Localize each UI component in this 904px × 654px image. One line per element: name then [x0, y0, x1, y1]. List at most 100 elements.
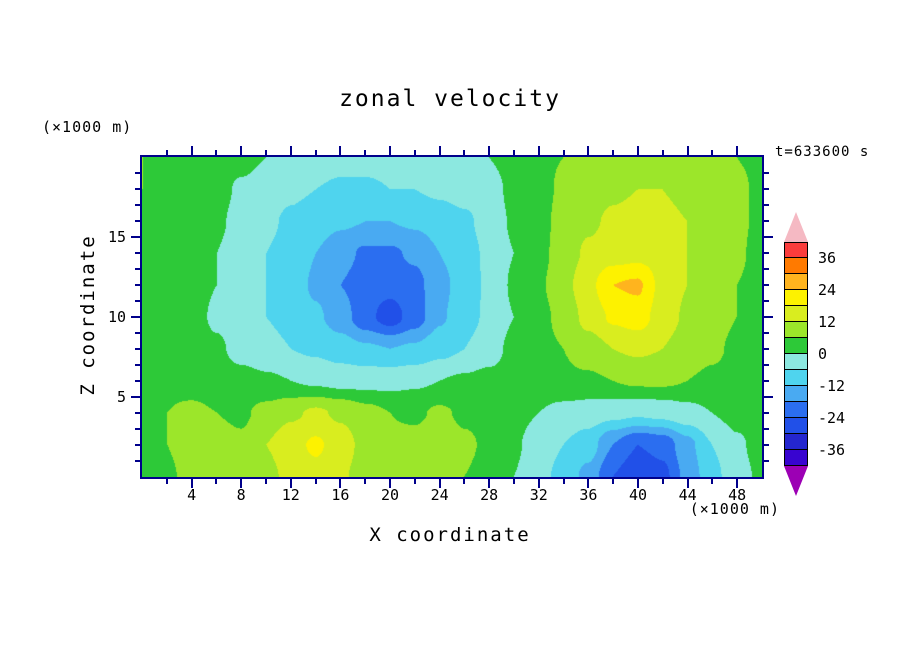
z-minor-tick [764, 172, 769, 174]
z-minor-tick [764, 428, 769, 430]
z-minor-tick [135, 284, 140, 286]
z-minor-tick [135, 172, 140, 174]
x-minor-tick [513, 150, 515, 155]
x-major-tick [389, 146, 391, 155]
colorbar-under-arrow [784, 466, 808, 496]
z-minor-tick [764, 268, 769, 270]
colorbar-cell [784, 338, 808, 354]
z-minor-tick [764, 364, 769, 366]
z-minor-tick [135, 220, 140, 222]
z-minor-tick [135, 204, 140, 206]
x-tick-label: 16 [331, 486, 350, 504]
z-minor-tick [764, 284, 769, 286]
x-major-tick [339, 146, 342, 155]
z-tick-label: 10 [107, 308, 126, 326]
z-minor-tick [135, 268, 140, 270]
z-minor-tick [135, 300, 140, 302]
z-major-tick [764, 316, 773, 318]
time-label: t=633600 s [775, 144, 870, 160]
z-minor-tick [135, 252, 140, 254]
plot-title: zonal velocity [339, 86, 561, 112]
colorbar-label: -36 [818, 441, 846, 459]
y-axis-unit-label: (×1000 m) [42, 118, 133, 136]
x-major-tick [637, 146, 639, 155]
x-minor-tick [612, 479, 615, 484]
x-minor-tick [463, 479, 466, 484]
x-tick-label: 20 [380, 486, 400, 504]
x-minor-tick [215, 150, 218, 155]
z-minor-tick [135, 364, 140, 366]
z-axis-label: Z coordinate [77, 234, 99, 396]
z-tick-label: 5 [116, 388, 126, 406]
x-tick-label: 40 [628, 486, 648, 504]
x-tick-label: 24 [430, 486, 449, 504]
x-major-tick [389, 479, 391, 488]
z-minor-tick [135, 412, 140, 414]
z-minor-tick [135, 428, 140, 430]
z-minor-tick [764, 220, 769, 222]
x-tick-label: 44 [678, 486, 697, 504]
x-tick-label: 32 [529, 486, 548, 504]
z-minor-tick [764, 380, 769, 382]
z-tick-label: 15 [107, 228, 126, 246]
x-major-tick [686, 479, 689, 488]
x-major-tick [736, 146, 739, 155]
plot-area: 4 8 12 16 20 24 28 32 36 40 44 48 5 10 15 [108, 146, 773, 503]
colorbar-over-arrow [784, 212, 808, 242]
colorbar-cell [784, 306, 808, 322]
colorbar-label: 36 [818, 249, 837, 267]
z-minor-tick [764, 460, 769, 462]
x-major-tick [289, 479, 292, 488]
x-minor-tick [265, 150, 267, 155]
colorbar-cell [784, 434, 808, 450]
x-minor-tick [314, 150, 317, 155]
x-major-tick [339, 479, 342, 488]
z-minor-tick [764, 252, 769, 254]
x-tick-label: 28 [480, 486, 499, 504]
colorbar-cell [784, 386, 808, 402]
x-major-tick [488, 146, 491, 155]
z-major-tick [131, 396, 140, 398]
colorbar-body [784, 242, 808, 466]
z-major-tick [131, 316, 140, 318]
colorbar-cell [784, 354, 808, 370]
colorbar-label: 0 [818, 345, 828, 363]
z-minor-tick [135, 380, 140, 382]
x-major-tick [488, 479, 491, 488]
z-minor-tick [135, 460, 140, 462]
x-major-tick [587, 146, 590, 155]
z-minor-tick [764, 348, 769, 350]
x-major-tick [537, 146, 540, 155]
x-minor-tick [413, 479, 416, 484]
x-tick-label: 4 [187, 486, 197, 504]
colorbar-cell [784, 290, 808, 306]
x-minor-tick [661, 150, 664, 155]
colorbar-label: 24 [818, 281, 837, 299]
colorbar-cell [784, 370, 808, 386]
x-major-tick [190, 146, 193, 155]
colorbar-label: 12 [818, 313, 837, 331]
colorbar-cell [784, 274, 808, 290]
x-major-tick [240, 479, 243, 488]
x-minor-tick [661, 479, 664, 484]
x-major-tick [637, 479, 639, 488]
x-major-tick [289, 146, 292, 155]
z-minor-tick [135, 332, 140, 334]
x-major-tick [686, 146, 689, 155]
x-major-tick [587, 479, 590, 488]
x-minor-tick [364, 479, 367, 484]
z-major-tick [131, 236, 140, 238]
colorbar-cell [784, 402, 808, 418]
x-major-tick [240, 146, 243, 155]
z-minor-tick [764, 412, 769, 414]
z-minor-tick [764, 332, 769, 334]
z-minor-tick [764, 188, 769, 190]
x-minor-tick [364, 150, 367, 155]
colorbar-label: -24 [818, 409, 846, 427]
x-minor-tick [562, 150, 565, 155]
x-minor-tick [711, 479, 714, 484]
x-minor-tick [612, 150, 615, 155]
x-minor-tick [413, 150, 416, 155]
z-major-tick [764, 396, 773, 398]
colorbar-cell [784, 242, 808, 258]
